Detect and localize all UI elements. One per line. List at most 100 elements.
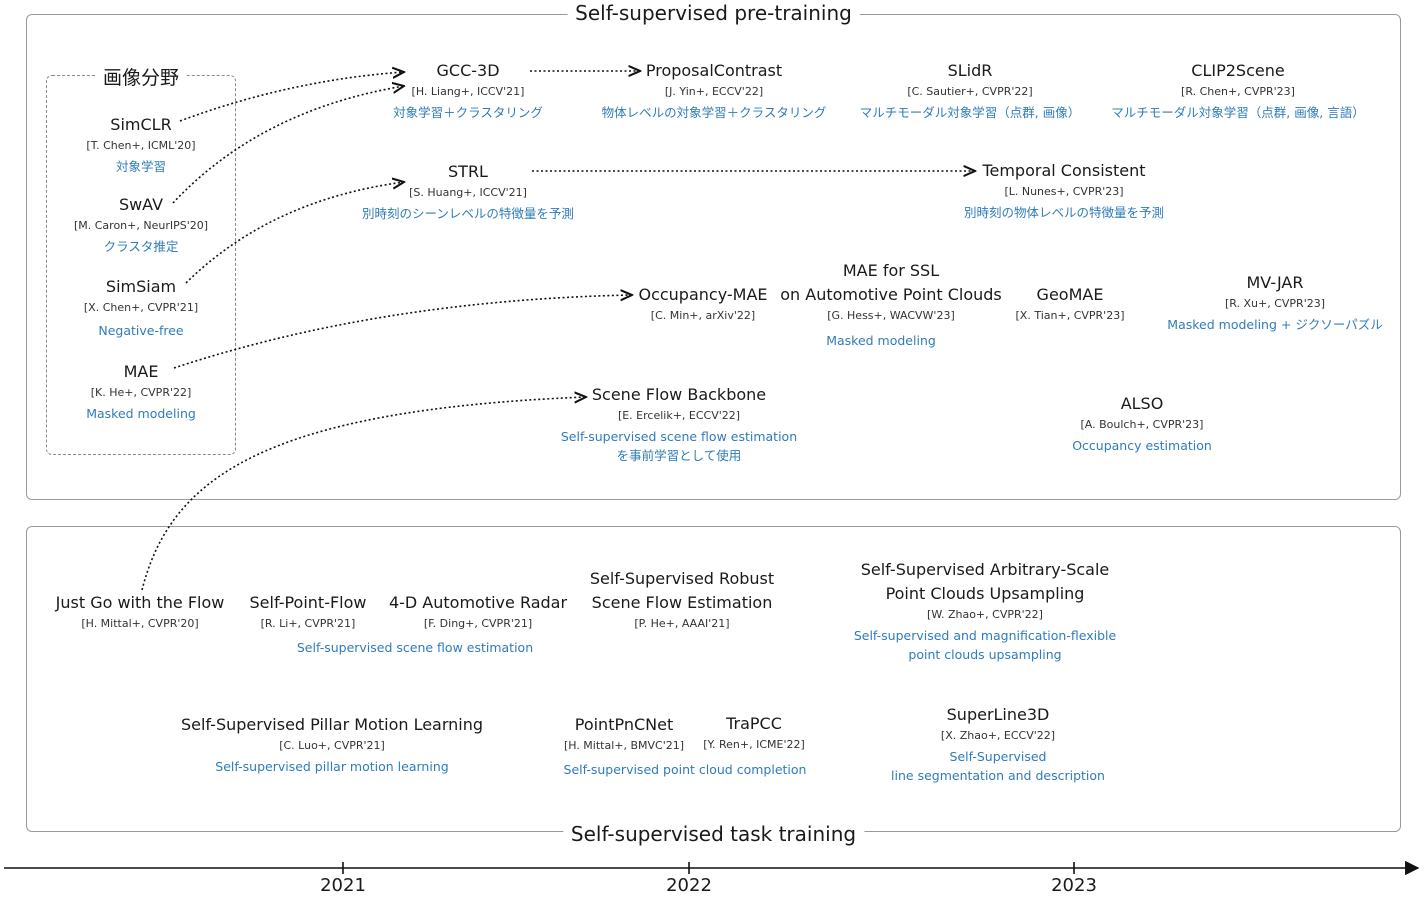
- node-mae: MAE [K. He+, CVPR'22] Masked modeling: [86, 360, 196, 423]
- node-title: ALSO: [1120, 394, 1164, 413]
- node-ref: [W. Zhao+, CVPR'22]: [927, 608, 1043, 621]
- node-ref: [H. Mittal+, BMVC'21]: [563, 739, 685, 752]
- arrow-flow-sceneflow: [141, 397, 586, 591]
- node-scene-flow-backbone: Scene Flow Backbone [E. Ercelik+, ECCV'2…: [561, 383, 797, 465]
- node-ref: [R. Li+, CVPR'21]: [260, 617, 356, 630]
- node-arbitrary-scale-upsampling: Self-Supervised Arbitrary-Scale Point Cl…: [854, 558, 1116, 664]
- node-pillar-motion: Self-Supervised Pillar Motion Learning […: [181, 713, 483, 776]
- node-ref: [K. He+, CVPR'22]: [90, 386, 192, 399]
- node-strl: STRL [S. Huang+, ICCV'21] 別時刻のシーンレベルの特徴量…: [362, 160, 574, 223]
- node-title: PointPnCNet: [574, 715, 674, 734]
- pretraining-panel: Self-supervised pre-training: [26, 1, 1401, 500]
- node-ref: [R. Chen+, CVPR'23]: [1181, 85, 1295, 98]
- node-desc: Self-supervised scene flow estimation: [296, 640, 534, 655]
- node-also: ALSO [A. Boulch+, CVPR'23] Occupancy est…: [1072, 392, 1212, 455]
- node-title: Self-Supervised Pillar Motion Learning: [180, 715, 484, 734]
- node-title: SwAV: [118, 195, 164, 214]
- node-ref: [M. Caron+, NeurIPS'20]: [73, 219, 209, 232]
- node-desc: 別時刻の物体レベルの特徴量を予測: [963, 205, 1165, 220]
- node-ref: [R. Xu+, CVPR'23]: [1224, 297, 1326, 310]
- completion-shared-label: Self-supervised point cloud completion: [564, 758, 807, 779]
- node-ref: [H. Liang+, ICCV'21]: [411, 85, 525, 98]
- node-ref: [X. Zhao+, ECCV'22]: [940, 729, 1056, 742]
- node-ref: [S. Huang+, ICCV'21]: [409, 186, 527, 199]
- desc-line: を事前学習として使用: [616, 448, 742, 463]
- node-superline3d: SuperLine3D [X. Zhao+, ECCV'22] Self-Sup…: [891, 703, 1105, 785]
- node-self-point-flow: Self-Point-Flow [R. Li+, CVPR'21]: [250, 591, 367, 633]
- node-desc: Self-Supervised line segmentation and de…: [891, 747, 1105, 785]
- node-ref: [J. Yin+, ECCV'22]: [664, 85, 764, 98]
- scene-flow-shared-label: Self-supervised scene flow estimation: [297, 636, 533, 657]
- node-occupancy-mae: Occupancy-MAE [C. Min+, arXiv'22]: [638, 283, 767, 325]
- node-desc: Masked modeling: [86, 406, 196, 421]
- node-ref: [X. Tian+, CVPR'23]: [1015, 309, 1125, 322]
- node-ref: [C. Sautier+, CVPR'22]: [907, 85, 1033, 98]
- node-ref: [P. He+, AAAI'21]: [634, 617, 730, 630]
- node-desc: Masked modeling: [826, 333, 936, 348]
- node-ref: [G. Hess+, WACVW'23]: [827, 309, 955, 322]
- arrow-simclr-gcc3d: [179, 72, 404, 122]
- node-title: MAE: [123, 362, 159, 381]
- node-title: on Automotive Point Clouds: [780, 285, 1002, 304]
- image-domain-title: 画像分野: [96, 63, 186, 90]
- node-desc: Self-supervised and magnification-flexib…: [854, 626, 1116, 664]
- desc-line: Self-Supervised: [949, 749, 1047, 764]
- node-desc: 物体レベルの対象学習＋クラスタリング: [601, 105, 827, 120]
- node-desc: Occupancy estimation: [1072, 438, 1212, 453]
- node-desc: マルチモーダル対象学習（点群, 画像, 言語）: [1111, 105, 1365, 120]
- node-swav: SwAV [M. Caron+, NeurIPS'20] クラスタ推定: [74, 193, 208, 256]
- node-title: SimSiam: [105, 277, 177, 296]
- node-geomae: GeoMAE [X. Tian+, CVPR'23]: [1016, 283, 1125, 325]
- task-training-panel: Self-supervised task training: [26, 526, 1401, 846]
- arrow-mae-occupancy: [173, 295, 632, 369]
- node-clip2scene: CLIP2Scene [R. Chen+, CVPR'23] マルチモーダル対象…: [1111, 59, 1364, 122]
- node-simclr: SimCLR [T. Chen+, ICML'20] 対象学習: [86, 113, 195, 176]
- image-domain-box: 画像分野: [46, 63, 236, 455]
- node-title: GeoMAE: [1036, 285, 1104, 304]
- node-desc: 別時刻のシーンレベルの特徴量を予測: [362, 206, 574, 221]
- node-mae-ssl: MAE for SSL on Automotive Point Clouds […: [780, 259, 1002, 325]
- node-pointpncnet: PointPnCNet [H. Mittal+, BMVC'21]: [564, 713, 684, 755]
- node-ref: [H. Mittal+, CVPR'20]: [81, 617, 199, 630]
- axis-year-2023: 2023: [1051, 875, 1097, 896]
- node-title: Occupancy-MAE: [638, 285, 768, 304]
- node-simsiam: SimSiam [X. Chen+, CVPR'21] Negative-fre…: [84, 275, 198, 340]
- node-title: Point Clouds Upsampling: [885, 584, 1085, 603]
- desc-line: point clouds upsampling: [908, 647, 1062, 662]
- node-title: ProposalContrast: [645, 61, 783, 80]
- node-desc: Self-supervised scene flow estimation を事…: [561, 427, 797, 465]
- node-robust-scene-flow: Self-Supervised Robust Scene Flow Estima…: [590, 567, 774, 633]
- node-title: SLidR: [947, 61, 993, 80]
- desc-line: line segmentation and description: [891, 768, 1105, 783]
- node-title: SuperLine3D: [946, 705, 1050, 724]
- axis-year-2021: 2021: [320, 875, 366, 896]
- node-gcc3d: GCC-3D [H. Liang+, ICCV'21] 対象学習＋クラスタリング: [393, 59, 543, 122]
- node-desc: マルチモーダル対象学習（点群, 画像）: [859, 105, 1081, 120]
- node-title: MV-JAR: [1246, 273, 1304, 292]
- axis-year-2022: 2022: [666, 875, 712, 896]
- node-title: MAE for SSL: [842, 261, 940, 280]
- node-ref: [C. Luo+, CVPR'21]: [279, 739, 385, 752]
- node-ref: [X. Chen+, CVPR'21]: [83, 301, 199, 314]
- node-proposalcontrast: ProposalContrast [J. Yin+, ECCV'22] 物体レベ…: [602, 59, 827, 122]
- node-desc: Self-supervised point cloud completion: [563, 762, 807, 777]
- node-title: SimCLR: [110, 115, 172, 134]
- node-desc: Masked modeling + ジクソーパズル: [1167, 317, 1383, 332]
- node-title: Self-Point-Flow: [249, 593, 367, 612]
- node-desc: Self-supervised pillar motion learning: [215, 759, 449, 774]
- node-title: Self-Supervised Arbitrary-Scale: [860, 560, 1110, 579]
- desc-line: Self-supervised and magnification-flexib…: [853, 628, 1117, 643]
- node-ref: [A. Boulch+, CVPR'23]: [1080, 418, 1204, 431]
- desc-line: Self-supervised scene flow estimation: [560, 429, 798, 444]
- arrow-simsiam-strl: [185, 182, 404, 284]
- node-just-go-with-the-flow: Just Go with the Flow [H. Mittal+, CVPR'…: [56, 591, 225, 633]
- arrow-swav-gcc3d: [172, 86, 404, 204]
- node-title: STRL: [448, 162, 488, 181]
- node-ref: [Y. Ren+, ICME'22]: [703, 738, 805, 751]
- node-title: Scene Flow Backbone: [591, 385, 767, 404]
- node-temporal-consistent: Temporal Consistent [L. Nunes+, CVPR'23]…: [964, 159, 1164, 222]
- node-title: 4-D Automotive Radar: [388, 593, 568, 612]
- node-title: Just Go with the Flow: [55, 593, 225, 612]
- node-title: Self-Supervised Robust: [589, 569, 775, 588]
